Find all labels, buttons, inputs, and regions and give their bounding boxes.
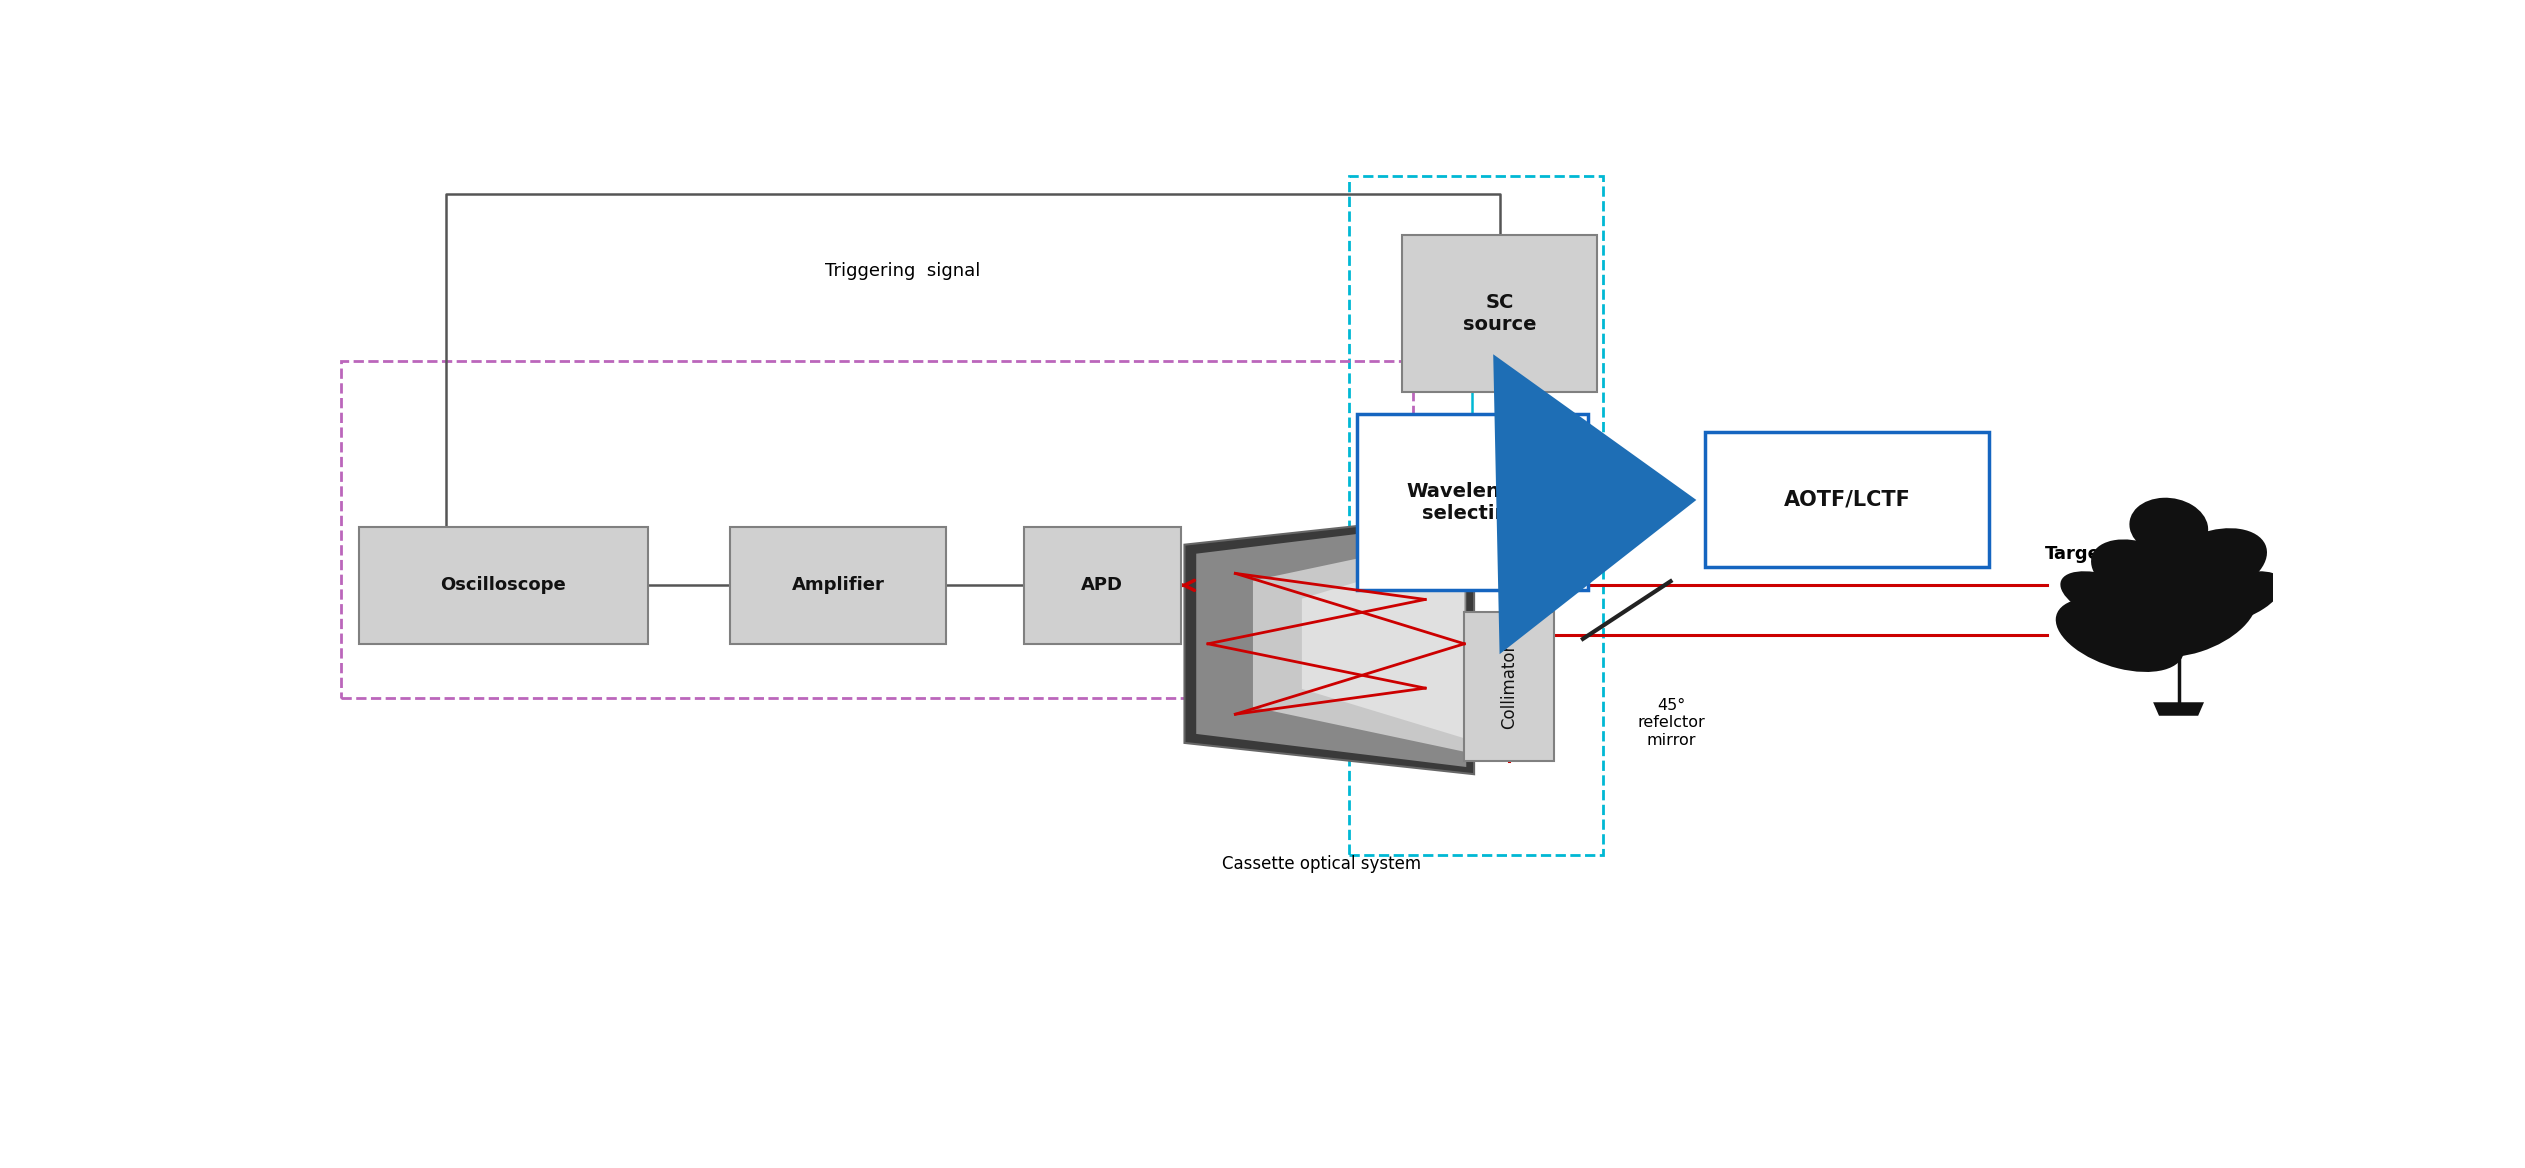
Ellipse shape bbox=[2161, 528, 2267, 598]
Ellipse shape bbox=[2129, 498, 2209, 556]
Text: SC
source: SC source bbox=[1462, 293, 1535, 334]
Ellipse shape bbox=[2055, 598, 2184, 672]
FancyBboxPatch shape bbox=[1025, 527, 1182, 644]
FancyArrowPatch shape bbox=[1492, 354, 1697, 654]
Text: Oscilloscope: Oscilloscope bbox=[439, 576, 566, 595]
Text: Collimator: Collimator bbox=[1500, 644, 1518, 729]
Polygon shape bbox=[1184, 514, 1475, 774]
Polygon shape bbox=[1197, 521, 1467, 767]
Text: Amplifier: Amplifier bbox=[793, 576, 884, 595]
Text: Triggering  signal: Triggering signal bbox=[826, 262, 980, 279]
Text: APD: APD bbox=[1081, 576, 1124, 595]
Polygon shape bbox=[2154, 702, 2204, 716]
FancyBboxPatch shape bbox=[730, 527, 947, 644]
Ellipse shape bbox=[2184, 571, 2283, 626]
Text: AOTF/LCTF: AOTF/LCTF bbox=[1783, 489, 1911, 510]
Text: Cassette optical system: Cassette optical system bbox=[1222, 855, 1422, 874]
FancyBboxPatch shape bbox=[1356, 415, 1588, 590]
Ellipse shape bbox=[2131, 577, 2257, 656]
FancyBboxPatch shape bbox=[359, 527, 649, 644]
Polygon shape bbox=[1303, 549, 1464, 738]
FancyBboxPatch shape bbox=[1704, 432, 1990, 568]
Polygon shape bbox=[1252, 536, 1464, 752]
Text: 45°
refelctor
mirror: 45° refelctor mirror bbox=[1639, 697, 1704, 748]
Ellipse shape bbox=[2060, 571, 2159, 626]
Text: Target: Target bbox=[2045, 544, 2108, 563]
Text: Wavelength
selecting: Wavelength selecting bbox=[1406, 481, 1538, 522]
FancyBboxPatch shape bbox=[1401, 235, 1598, 392]
FancyBboxPatch shape bbox=[1464, 612, 1555, 760]
Ellipse shape bbox=[2091, 540, 2187, 604]
